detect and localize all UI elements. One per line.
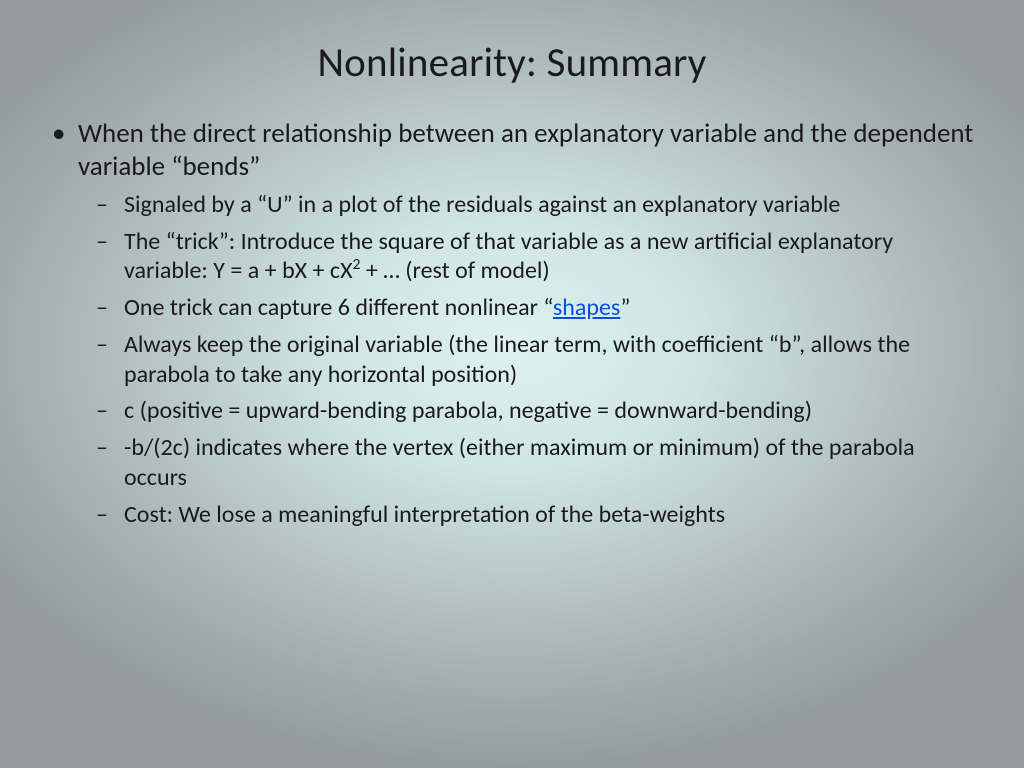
bullet-l2-text: Signaled by a “U” in a plot of the resid… (124, 190, 840, 219)
slide: Nonlinearity: Summary When the direct re… (0, 0, 1024, 768)
bullet-l2-text: -b/(2c) indicates where the vertex (eith… (124, 433, 915, 492)
slide-title: Nonlinearity: Summary (48, 38, 976, 88)
bullet-l2-text: Always keep the original variable (the l… (124, 330, 910, 389)
bullet-l2-text-post: ” (620, 293, 630, 322)
bullet-l2-item: Cost: We lose a meaningful interpretatio… (124, 500, 976, 530)
bullet-l2-text-pre: One trick can capture 6 different nonlin… (124, 293, 553, 322)
bullet-list-level2: Signaled by a “U” in a plot of the resid… (78, 190, 976, 530)
bullet-l1-item: When the direct relationship between an … (78, 118, 976, 529)
bullet-l2-item: Signaled by a “U” in a plot of the resid… (124, 190, 976, 220)
bullet-l2-item: One trick can capture 6 different nonlin… (124, 293, 976, 323)
bullet-l2-item: c (positive = upward-bending parabola, n… (124, 396, 976, 426)
bullet-l2-item: Always keep the original variable (the l… (124, 330, 976, 390)
shapes-link[interactable]: shapes (553, 293, 620, 322)
bullet-l2-text: Cost: We lose a meaningful interpretatio… (124, 500, 725, 529)
bullet-list-level1: When the direct relationship between an … (48, 118, 976, 529)
bullet-l2-item: -b/(2c) indicates where the vertex (eith… (124, 433, 976, 493)
bullet-l2-text-post: + … (rest of model) (360, 256, 549, 285)
bullet-l2-text: c (positive = upward-bending parabola, n… (124, 396, 812, 425)
bullet-l2-item: The “trick”: Introduce the square of tha… (124, 227, 976, 287)
bullet-l1-text: When the direct relationship between an … (78, 117, 973, 183)
